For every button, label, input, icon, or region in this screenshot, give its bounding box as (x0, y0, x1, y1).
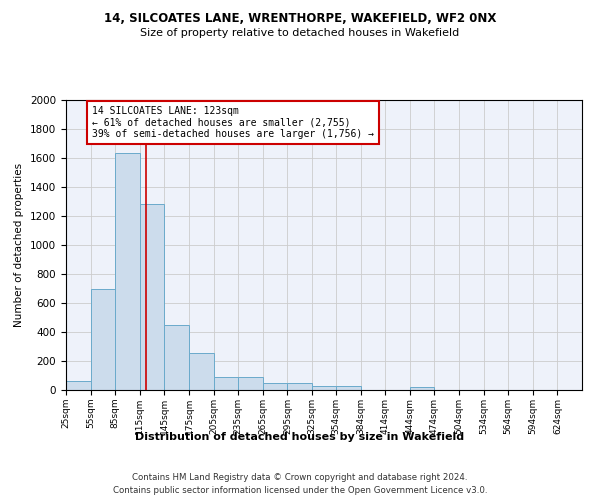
Text: Contains public sector information licensed under the Open Government Licence v3: Contains public sector information licen… (113, 486, 487, 495)
Bar (263, 383, 287, 390)
Text: 14 SILCOATES LANE: 123sqm
← 61% of detached houses are smaller (2,755)
39% of se: 14 SILCOATES LANE: 123sqm ← 61% of detac… (92, 106, 374, 139)
Bar (238, 377, 263, 390)
Bar (66, 380, 91, 390)
Bar (336, 386, 361, 390)
Bar (312, 386, 337, 390)
Bar (140, 204, 164, 390)
Text: Size of property relative to detached houses in Wakefield: Size of property relative to detached ho… (140, 28, 460, 38)
Bar (189, 353, 214, 390)
Bar (91, 289, 115, 390)
Bar (214, 377, 238, 390)
Text: Contains HM Land Registry data © Crown copyright and database right 2024.: Contains HM Land Registry data © Crown c… (132, 472, 468, 482)
Text: Distribution of detached houses by size in Wakefield: Distribution of detached houses by size … (136, 432, 464, 442)
Bar (115, 153, 140, 390)
Bar (164, 326, 189, 390)
Text: 14, SILCOATES LANE, WRENTHORPE, WAKEFIELD, WF2 0NX: 14, SILCOATES LANE, WRENTHORPE, WAKEFIEL… (104, 12, 496, 26)
Bar (287, 384, 312, 390)
Y-axis label: Number of detached properties: Number of detached properties (14, 163, 25, 327)
Bar (410, 387, 434, 390)
